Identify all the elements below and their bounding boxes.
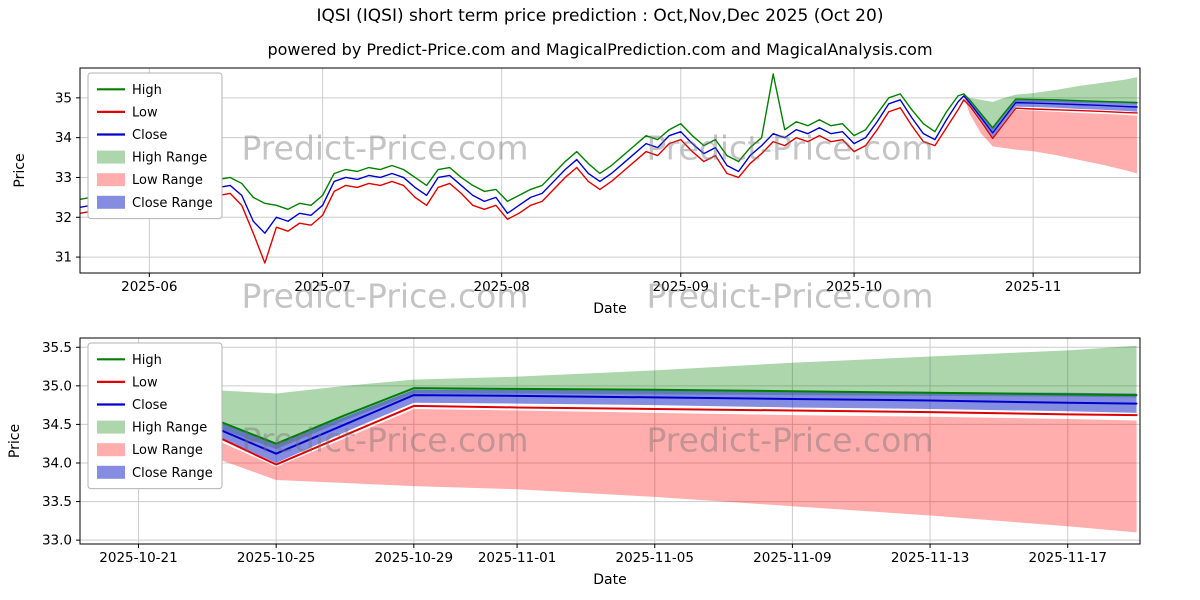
history-chart: 2025-06 2025-07 2025-08 2025-09 2025-10 2025-… [0, 60, 1200, 326]
x-tick-label: 2025-10 [826, 279, 882, 295]
legend-swatch-high-range [97, 420, 125, 434]
y-tick-label: 32 [55, 210, 72, 226]
y-tick-label: 33.5 [42, 494, 72, 510]
x-axis-label: Date [593, 572, 626, 588]
high-line [80, 73, 1138, 211]
x-tick-label: 2025-09 [653, 279, 709, 295]
close-range-band [963, 95, 1138, 138]
legend-box [87, 342, 223, 490]
legend: High Low Close High Range Low Range Close Ran… [87, 342, 223, 490]
plot-border [79, 67, 1141, 274]
x-tick-label: 2025-07 [294, 279, 350, 295]
y-tick-label: 35.5 [42, 340, 72, 356]
close-range-band [104, 381, 1137, 463]
legend-swatch-high-range [97, 150, 125, 164]
low-line [80, 99, 1138, 264]
legend-box [87, 72, 223, 220]
x-tick-label: 2025-10-25 [237, 550, 315, 566]
x-tick-label: 2025-11-13 [891, 550, 969, 566]
x-tick-label: 2025-10-29 [375, 550, 453, 566]
legend-swatch-low-range [97, 173, 125, 187]
legend-label-low-range: Low Range [132, 173, 203, 188]
legend-label-high-range: High Range [132, 151, 207, 166]
x-tick-label: 2025-08 [473, 279, 529, 295]
x-tick-label: 2025-11-09 [753, 550, 831, 566]
y-axis-label: Price [7, 424, 23, 458]
legend-label-close-range: Close Range [132, 196, 213, 211]
price-history-svg: 2025-06 2025-07 2025-08 2025-09 2025-10 2025-… [12, 67, 1141, 317]
legend-label-close: Close [132, 398, 167, 413]
low-range-band [104, 381, 1137, 533]
legend-label-high-range: High Range [132, 421, 207, 436]
y-tick-label: 34.0 [42, 455, 72, 471]
legend-label-low-range: Low Range [132, 443, 203, 458]
close-line [80, 95, 1138, 234]
legend-label-close-range: Close Range [132, 466, 213, 481]
x-tick-label: 2025-11-01 [478, 550, 556, 566]
price-forecast-svg: 2025-10-21 2025-10-25 2025-10-29 2025-11-01… [7, 337, 1141, 588]
x-tick-label: 2025-11-05 [616, 550, 694, 566]
y-tick-label: 34.5 [42, 417, 72, 433]
legend-label-high: High [132, 83, 162, 98]
high-range-band [104, 345, 1137, 450]
x-tick-label: 2025-10-21 [99, 550, 177, 566]
page-subtitle: powered by Predict-Price.com and Magical… [267, 40, 933, 59]
x-tick-label: 2025-11-17 [1028, 550, 1106, 566]
legend-label-low: Low [132, 105, 158, 120]
legend: High Low Close High Range Low Range Close Ran… [87, 72, 223, 220]
plot-background [80, 68, 1140, 273]
legend-swatch-close-range [97, 465, 125, 479]
y-tick-label: 35 [55, 90, 72, 106]
legend-label-close: Close [132, 128, 167, 143]
x-tick-label: 2025-06 [121, 279, 177, 295]
y-axis-label: Price [12, 153, 28, 187]
plot-area [80, 73, 1138, 264]
legend-swatch-low-range [97, 443, 125, 457]
y-tick-label: 35.0 [42, 378, 72, 394]
page-title: IQSI (IQSI) short term price prediction … [316, 6, 884, 26]
y-tick-label: 33.0 [42, 533, 72, 549]
x-axis-label: Date [593, 301, 626, 317]
y-tick-label: 34 [55, 130, 72, 146]
y-tick-label: 31 [55, 250, 72, 266]
legend-label-high: High [132, 353, 162, 368]
low-range-band [963, 95, 1138, 174]
y-tick-label: 33 [55, 170, 72, 186]
legend-swatch-close-range [97, 195, 125, 209]
legend-label-low: Low [132, 375, 158, 390]
plot-border [79, 337, 1141, 545]
x-tick-label: 2025-11 [1005, 279, 1061, 295]
forecast-chart: 2025-10-21 2025-10-25 2025-10-29 2025-11-01… [0, 322, 1200, 598]
high-range-band [963, 77, 1138, 131]
